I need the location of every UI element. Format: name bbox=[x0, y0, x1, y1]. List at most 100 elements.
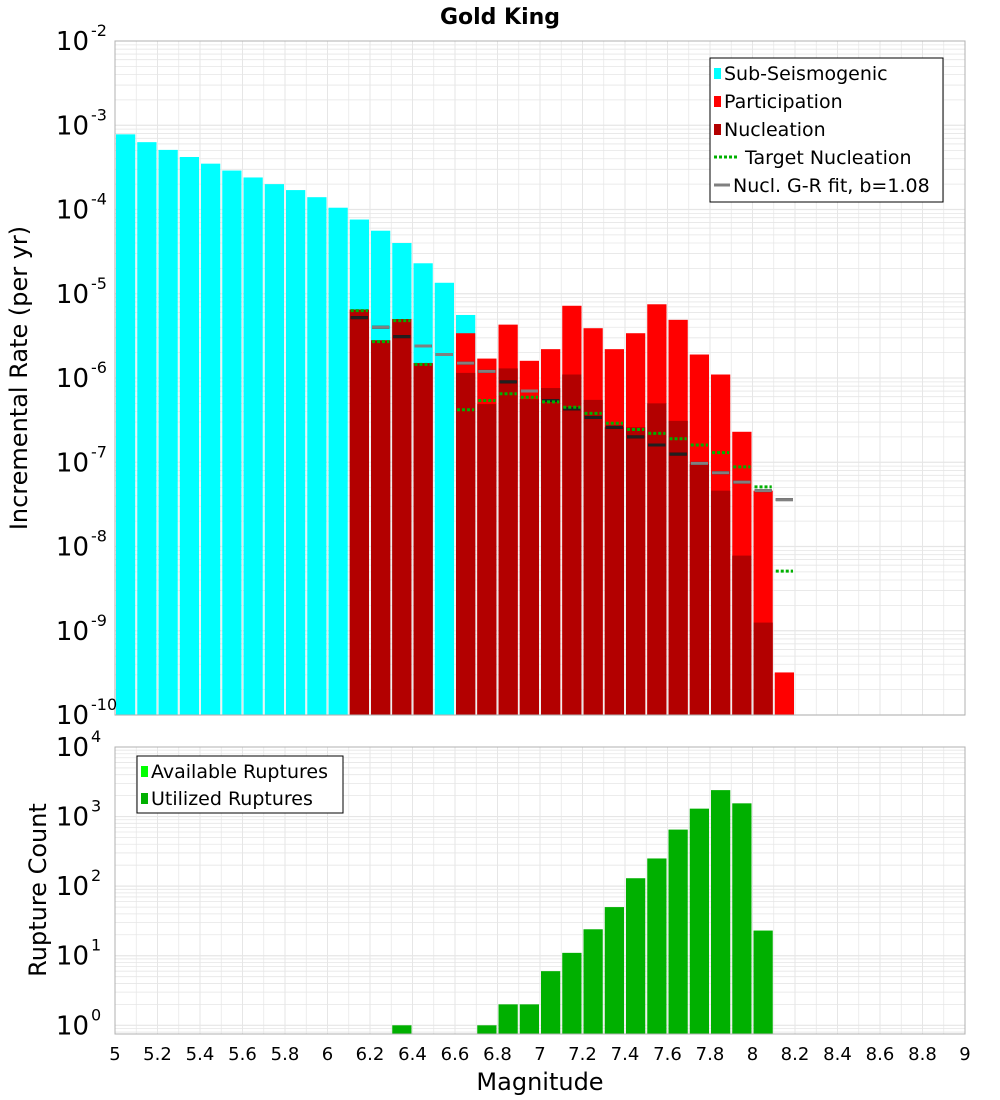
legend-swatch bbox=[141, 766, 148, 777]
legend-swatch bbox=[714, 124, 721, 135]
nucleation-bar bbox=[392, 319, 412, 715]
utilized-ruptures-bar bbox=[541, 971, 561, 1034]
utilized-ruptures-bar bbox=[626, 878, 646, 1034]
x-tick-label: 5.2 bbox=[143, 1044, 172, 1065]
bottom-y-tick-label: 10 bbox=[56, 733, 89, 763]
bottom-y-tick-exponent: 2 bbox=[91, 866, 101, 885]
nucleation-bar bbox=[562, 374, 582, 715]
top-y-tick-label: 10 bbox=[56, 364, 89, 394]
x-tick-label: 7.4 bbox=[611, 1044, 640, 1065]
x-tick-label: 8.4 bbox=[823, 1044, 852, 1065]
nucleation-bar bbox=[753, 622, 773, 715]
utilized-ruptures-bar bbox=[732, 803, 752, 1034]
sub-seismogenic-bar bbox=[286, 190, 306, 716]
legend-swatch bbox=[714, 96, 721, 107]
top-y-tick-exponent: -8 bbox=[91, 527, 107, 546]
bottom-y-tick-exponent: 3 bbox=[91, 797, 101, 816]
x-tick-label: 6.2 bbox=[356, 1044, 385, 1065]
sub-seismogenic-bar bbox=[158, 149, 178, 715]
utilized-ruptures-bar bbox=[392, 1025, 412, 1034]
top-y-tick-label: 10 bbox=[56, 448, 89, 478]
legend-box bbox=[136, 755, 344, 814]
nucleation-bar bbox=[498, 368, 518, 715]
utilized-ruptures-bar bbox=[604, 907, 624, 1034]
bottom-y-tick-label: 10 bbox=[56, 872, 89, 902]
nucleation-bar bbox=[604, 427, 624, 715]
top-y-tick-exponent: -9 bbox=[91, 611, 107, 630]
bottom-y-tick-exponent: 0 bbox=[91, 1005, 101, 1024]
sub-seismogenic-bar bbox=[179, 156, 199, 716]
bottom-y-tick-label: 10 bbox=[56, 1011, 89, 1041]
top-y-axis-label: Incremental Rate (per yr) bbox=[5, 226, 33, 530]
bottom-y-tick-label: 10 bbox=[56, 942, 89, 972]
x-axis-label: Magnitude bbox=[476, 1068, 603, 1096]
x-tick-label: 6 bbox=[322, 1044, 333, 1065]
x-tick-label: 5.4 bbox=[186, 1044, 215, 1065]
utilized-ruptures-bar bbox=[711, 790, 731, 1034]
utilized-ruptures-bar bbox=[498, 1004, 518, 1034]
utilized-ruptures-bar bbox=[753, 930, 773, 1034]
top-y-tick-label: 10 bbox=[56, 27, 89, 57]
utilized-ruptures-bar bbox=[668, 829, 688, 1034]
utilized-ruptures-bar bbox=[583, 929, 603, 1034]
x-tick-label: 5.8 bbox=[271, 1044, 300, 1065]
legend-label: Sub-Seismogenic bbox=[724, 63, 888, 85]
nucleation-bar bbox=[711, 490, 731, 715]
nucleation-bar bbox=[477, 404, 497, 715]
chart-title: Gold King bbox=[440, 5, 560, 30]
utilized-ruptures-bar bbox=[562, 952, 582, 1034]
sub-seismogenic-bar bbox=[201, 163, 221, 716]
legend-box bbox=[709, 57, 944, 203]
bottom-y-axis-label: Rupture Count bbox=[24, 803, 52, 977]
top-y-tick-label: 10 bbox=[56, 111, 89, 141]
nucleation-bar bbox=[732, 555, 752, 715]
sub-seismogenic-bar bbox=[328, 207, 348, 716]
plot-frame bbox=[114, 746, 966, 1035]
x-tick-label: 9 bbox=[959, 1044, 970, 1065]
utilized-ruptures-bar bbox=[519, 1004, 539, 1034]
x-tick-label: 8.8 bbox=[908, 1044, 937, 1065]
sub-seismogenic-bar bbox=[243, 177, 263, 715]
nucleation-bar bbox=[626, 427, 646, 715]
top-y-tick-exponent: -6 bbox=[91, 358, 107, 377]
top-y-tick-exponent: -4 bbox=[91, 190, 107, 209]
nucleation-bar bbox=[371, 340, 391, 715]
x-tick-label: 6.4 bbox=[398, 1044, 427, 1065]
nucleation-bar bbox=[413, 363, 433, 715]
legend-label: Utilized Ruptures bbox=[151, 788, 313, 810]
x-tick-label: 8.6 bbox=[866, 1044, 895, 1065]
bottom-y-tick-exponent: 1 bbox=[91, 936, 101, 955]
legend-label: Target Nucleation bbox=[744, 147, 912, 169]
top-y-tick-exponent: -5 bbox=[91, 274, 107, 293]
top-y-tick-exponent: -10 bbox=[91, 695, 117, 714]
sub-seismogenic-bar bbox=[222, 170, 242, 715]
utilized-ruptures-bar bbox=[689, 808, 709, 1034]
top-y-tick-label: 10 bbox=[56, 280, 89, 310]
x-tick-label: 8.2 bbox=[781, 1044, 810, 1065]
nucleation-bar bbox=[583, 399, 603, 715]
bottom-y-tick-label: 10 bbox=[56, 803, 89, 833]
sub-seismogenic-bar bbox=[434, 282, 454, 715]
x-tick-label: 6.6 bbox=[441, 1044, 470, 1065]
nucleation-bar bbox=[647, 403, 667, 715]
top-y-tick-label: 10 bbox=[56, 617, 89, 647]
x-tick-label: 5 bbox=[109, 1044, 120, 1065]
sub-seismogenic-bar bbox=[264, 184, 284, 715]
sub-seismogenic-bar bbox=[116, 134, 136, 715]
participation-bar bbox=[774, 672, 794, 715]
nucleation-bar bbox=[349, 309, 369, 715]
sub-seismogenic-bar bbox=[307, 197, 327, 715]
x-tick-label: 7.6 bbox=[653, 1044, 682, 1065]
sub-seismogenic-bar bbox=[137, 142, 157, 715]
x-tick-label: 6.8 bbox=[483, 1044, 512, 1065]
legend-label: Nucleation bbox=[724, 119, 826, 141]
utilized-ruptures-bar bbox=[647, 858, 667, 1034]
legend-label: Participation bbox=[724, 91, 843, 113]
top-y-tick-label: 10 bbox=[56, 701, 89, 731]
x-tick-label: 7 bbox=[534, 1044, 545, 1065]
top-y-tick-label: 10 bbox=[56, 196, 89, 226]
x-tick-label: 8 bbox=[747, 1044, 758, 1065]
